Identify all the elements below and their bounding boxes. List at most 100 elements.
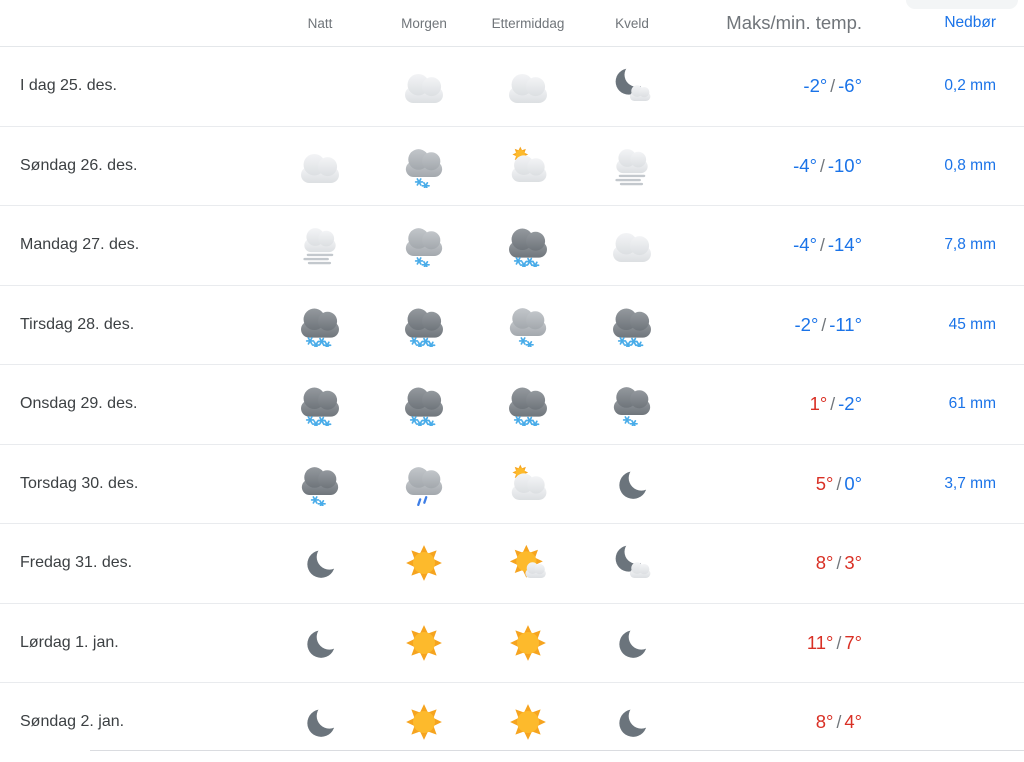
- temp-cell: 8°/3°: [684, 552, 862, 574]
- precip-value: 3,7 mm: [944, 474, 996, 492]
- snow-light-med-icon: [402, 223, 446, 267]
- day-label: Lørdag 1. jan.: [20, 633, 119, 651]
- temp-slash: /: [830, 394, 836, 415]
- temp-min: -2°: [838, 393, 862, 415]
- header-ettermiddag: Ettermiddag: [491, 15, 565, 31]
- temp-slash: /: [830, 76, 836, 97]
- precip-value: 0,8 mm: [944, 156, 996, 174]
- moon-icon: [298, 621, 342, 665]
- ettermiddag-icon-cell: [476, 206, 580, 285]
- natt-icon-cell: [268, 206, 372, 285]
- forecast-header-row: Natt Morgen Ettermiddag Kveld Maks/min. …: [0, 0, 1024, 47]
- fog-icon: [610, 144, 654, 188]
- natt-icon-cell: [268, 445, 372, 524]
- cloud-sun-icon: [506, 462, 550, 506]
- ettermiddag-icon-cell: [476, 524, 580, 603]
- natt-icon-cell: [268, 524, 372, 603]
- day-label: Torsdag 30. des.: [20, 474, 139, 492]
- snow-heavy-dark-icon: [298, 382, 342, 426]
- natt-icon-cell: [268, 286, 372, 365]
- temp-slash: /: [836, 712, 842, 733]
- temp-cell: 8°/4°: [684, 711, 862, 733]
- snow-heavy-dark-icon: [402, 303, 446, 347]
- sun-icon: [402, 700, 446, 744]
- forecast-row: Søndag 2. jan. 8°/4°: [0, 683, 1024, 762]
- temp-cell: 5°/0°: [684, 473, 862, 495]
- temp-max: 5°: [815, 472, 834, 494]
- ettermiddag-icon-cell: [476, 604, 580, 683]
- temp-cell: 1° / -2°: [684, 393, 862, 415]
- header-kveld: Kveld: [615, 15, 649, 31]
- ettermiddag-icon-cell: [476, 286, 580, 365]
- moon-icon: [610, 462, 654, 506]
- precip-value: 61 mm: [948, 395, 996, 413]
- temp-max: 1°: [809, 393, 828, 415]
- forecast-row: Tirsdag 28. des. -2° / -11° 45 mm: [0, 286, 1024, 365]
- forecast-rows: I dag 25. des. -2° / -6° 0,2 mm Søndag 26.…: [0, 47, 1024, 762]
- ettermiddag-icon-cell: [476, 47, 580, 126]
- morgen-icon-cell: [372, 604, 476, 683]
- snow-light-med-icon: [402, 144, 446, 188]
- forecast-row: Mandag 27. des. -4° / -14° 7,8 mm: [0, 206, 1024, 286]
- moon-icon: [610, 700, 654, 744]
- natt-icon-cell: [268, 127, 372, 206]
- snow-light-dark-icon: [298, 462, 342, 506]
- temp-min: 3°: [844, 552, 862, 574]
- kveld-icon-cell: [580, 286, 684, 365]
- snow-heavy-dark-icon: [506, 223, 550, 267]
- day-label: Mandag 27. des.: [20, 236, 140, 254]
- sun-icon: [402, 541, 446, 585]
- kveld-icon-cell: [580, 47, 684, 126]
- kveld-icon-cell: [580, 604, 684, 683]
- temp-max: 8°: [815, 711, 834, 733]
- temp-slash: /: [836, 553, 842, 574]
- cloud-icon: [402, 64, 446, 108]
- precip-value: 45 mm: [948, 315, 996, 333]
- moon-cloud-icon: [610, 64, 654, 108]
- collapsed-control[interactable]: [906, 0, 1018, 9]
- natt-icon-cell: [268, 47, 372, 126]
- precip-value: 7,8 mm: [944, 236, 996, 254]
- temp-min: -11°: [829, 313, 862, 335]
- snow-light-dark-icon: [610, 382, 654, 426]
- kveld-icon-cell: [580, 365, 684, 444]
- temp-min: 4°: [844, 711, 862, 733]
- temp-cell: -4° / -10°: [684, 155, 862, 177]
- temp-slash: /: [836, 632, 842, 653]
- sun-icon: [402, 621, 446, 665]
- morgen-icon-cell: [372, 127, 476, 206]
- rain-light-icon: [402, 462, 446, 506]
- morgen-icon-cell: [372, 445, 476, 524]
- natt-icon-cell: [268, 365, 372, 444]
- day-label: Onsdag 29. des.: [20, 395, 138, 413]
- temp-cell: -2° / -11°: [684, 313, 863, 336]
- temp-max: -2°: [794, 313, 819, 335]
- temp-max: 8°: [815, 552, 834, 574]
- morgen-icon-cell: [372, 365, 476, 444]
- forecast-row: I dag 25. des. -2° / -6° 0,2 mm: [0, 47, 1024, 127]
- kveld-icon-cell: [580, 445, 684, 524]
- day-label: Fredag 31. des.: [20, 554, 133, 572]
- temp-min: 7°: [844, 631, 862, 653]
- forecast-row: Torsdag 30. des. 5°/0° 3,7 mm: [0, 445, 1024, 524]
- snow-heavy-dark-icon: [610, 303, 654, 347]
- temp-min: -14°: [827, 234, 862, 256]
- temp-cell: 11°/7°: [684, 632, 862, 654]
- temp-cell: -2° / -6°: [684, 75, 862, 97]
- section-divider: [90, 750, 1024, 751]
- temp-min: -6°: [838, 75, 862, 97]
- temp-min: -10°: [827, 154, 862, 176]
- day-label: Søndag 26. des.: [20, 156, 138, 174]
- moon-cloud-icon: [610, 541, 654, 585]
- day-label: I dag 25. des.: [20, 77, 117, 95]
- temp-cell: -4° / -14°: [684, 234, 862, 256]
- day-label: Tirsdag 28. des.: [20, 315, 135, 333]
- cloud-icon: [506, 64, 550, 108]
- precip-value: 0,2 mm: [944, 77, 996, 95]
- snow-heavy-dark-icon: [402, 382, 446, 426]
- header-morgen: Morgen: [401, 15, 447, 31]
- sun-cloud-icon: [506, 541, 550, 585]
- snow-heavy-dark-icon: [298, 303, 342, 347]
- sun-icon: [506, 700, 550, 744]
- kveld-icon-cell: [580, 127, 684, 206]
